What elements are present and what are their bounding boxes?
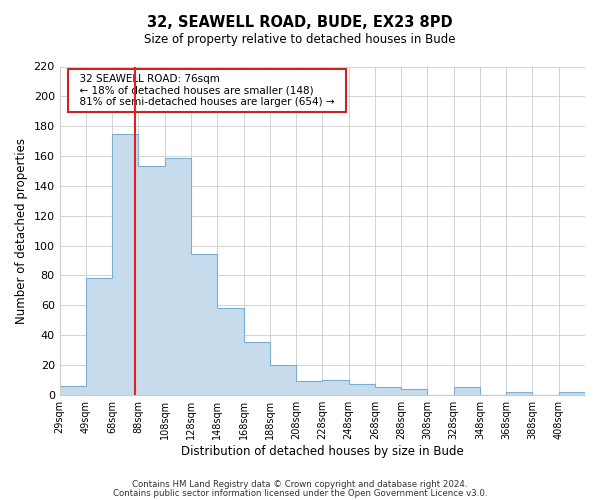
- Text: Contains HM Land Registry data © Crown copyright and database right 2024.: Contains HM Land Registry data © Crown c…: [132, 480, 468, 489]
- Text: Size of property relative to detached houses in Bude: Size of property relative to detached ho…: [144, 32, 456, 46]
- Text: 32 SEAWELL ROAD: 76sqm
  ← 18% of detached houses are smaller (148)
  81% of sem: 32 SEAWELL ROAD: 76sqm ← 18% of detached…: [73, 74, 341, 107]
- Y-axis label: Number of detached properties: Number of detached properties: [15, 138, 28, 324]
- X-axis label: Distribution of detached houses by size in Bude: Distribution of detached houses by size …: [181, 444, 464, 458]
- Text: 32, SEAWELL ROAD, BUDE, EX23 8PD: 32, SEAWELL ROAD, BUDE, EX23 8PD: [147, 15, 453, 30]
- Text: Contains public sector information licensed under the Open Government Licence v3: Contains public sector information licen…: [113, 488, 487, 498]
